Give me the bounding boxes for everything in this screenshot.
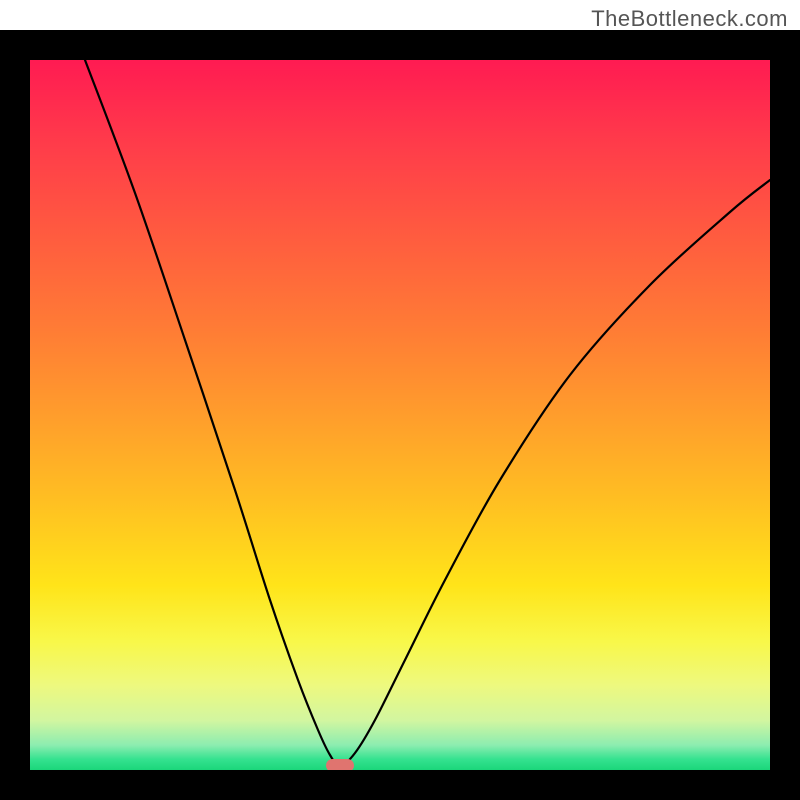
frame-border-right (770, 30, 800, 800)
frame-border-top (0, 30, 800, 60)
frame-border-left (0, 30, 30, 800)
watermark-text: TheBottleneck.com (591, 6, 788, 32)
vertex-marker (326, 759, 354, 771)
frame-border-bottom (0, 770, 800, 800)
bottleneck-curve (30, 60, 770, 770)
curve-path (85, 60, 770, 766)
plot-area (30, 60, 770, 770)
